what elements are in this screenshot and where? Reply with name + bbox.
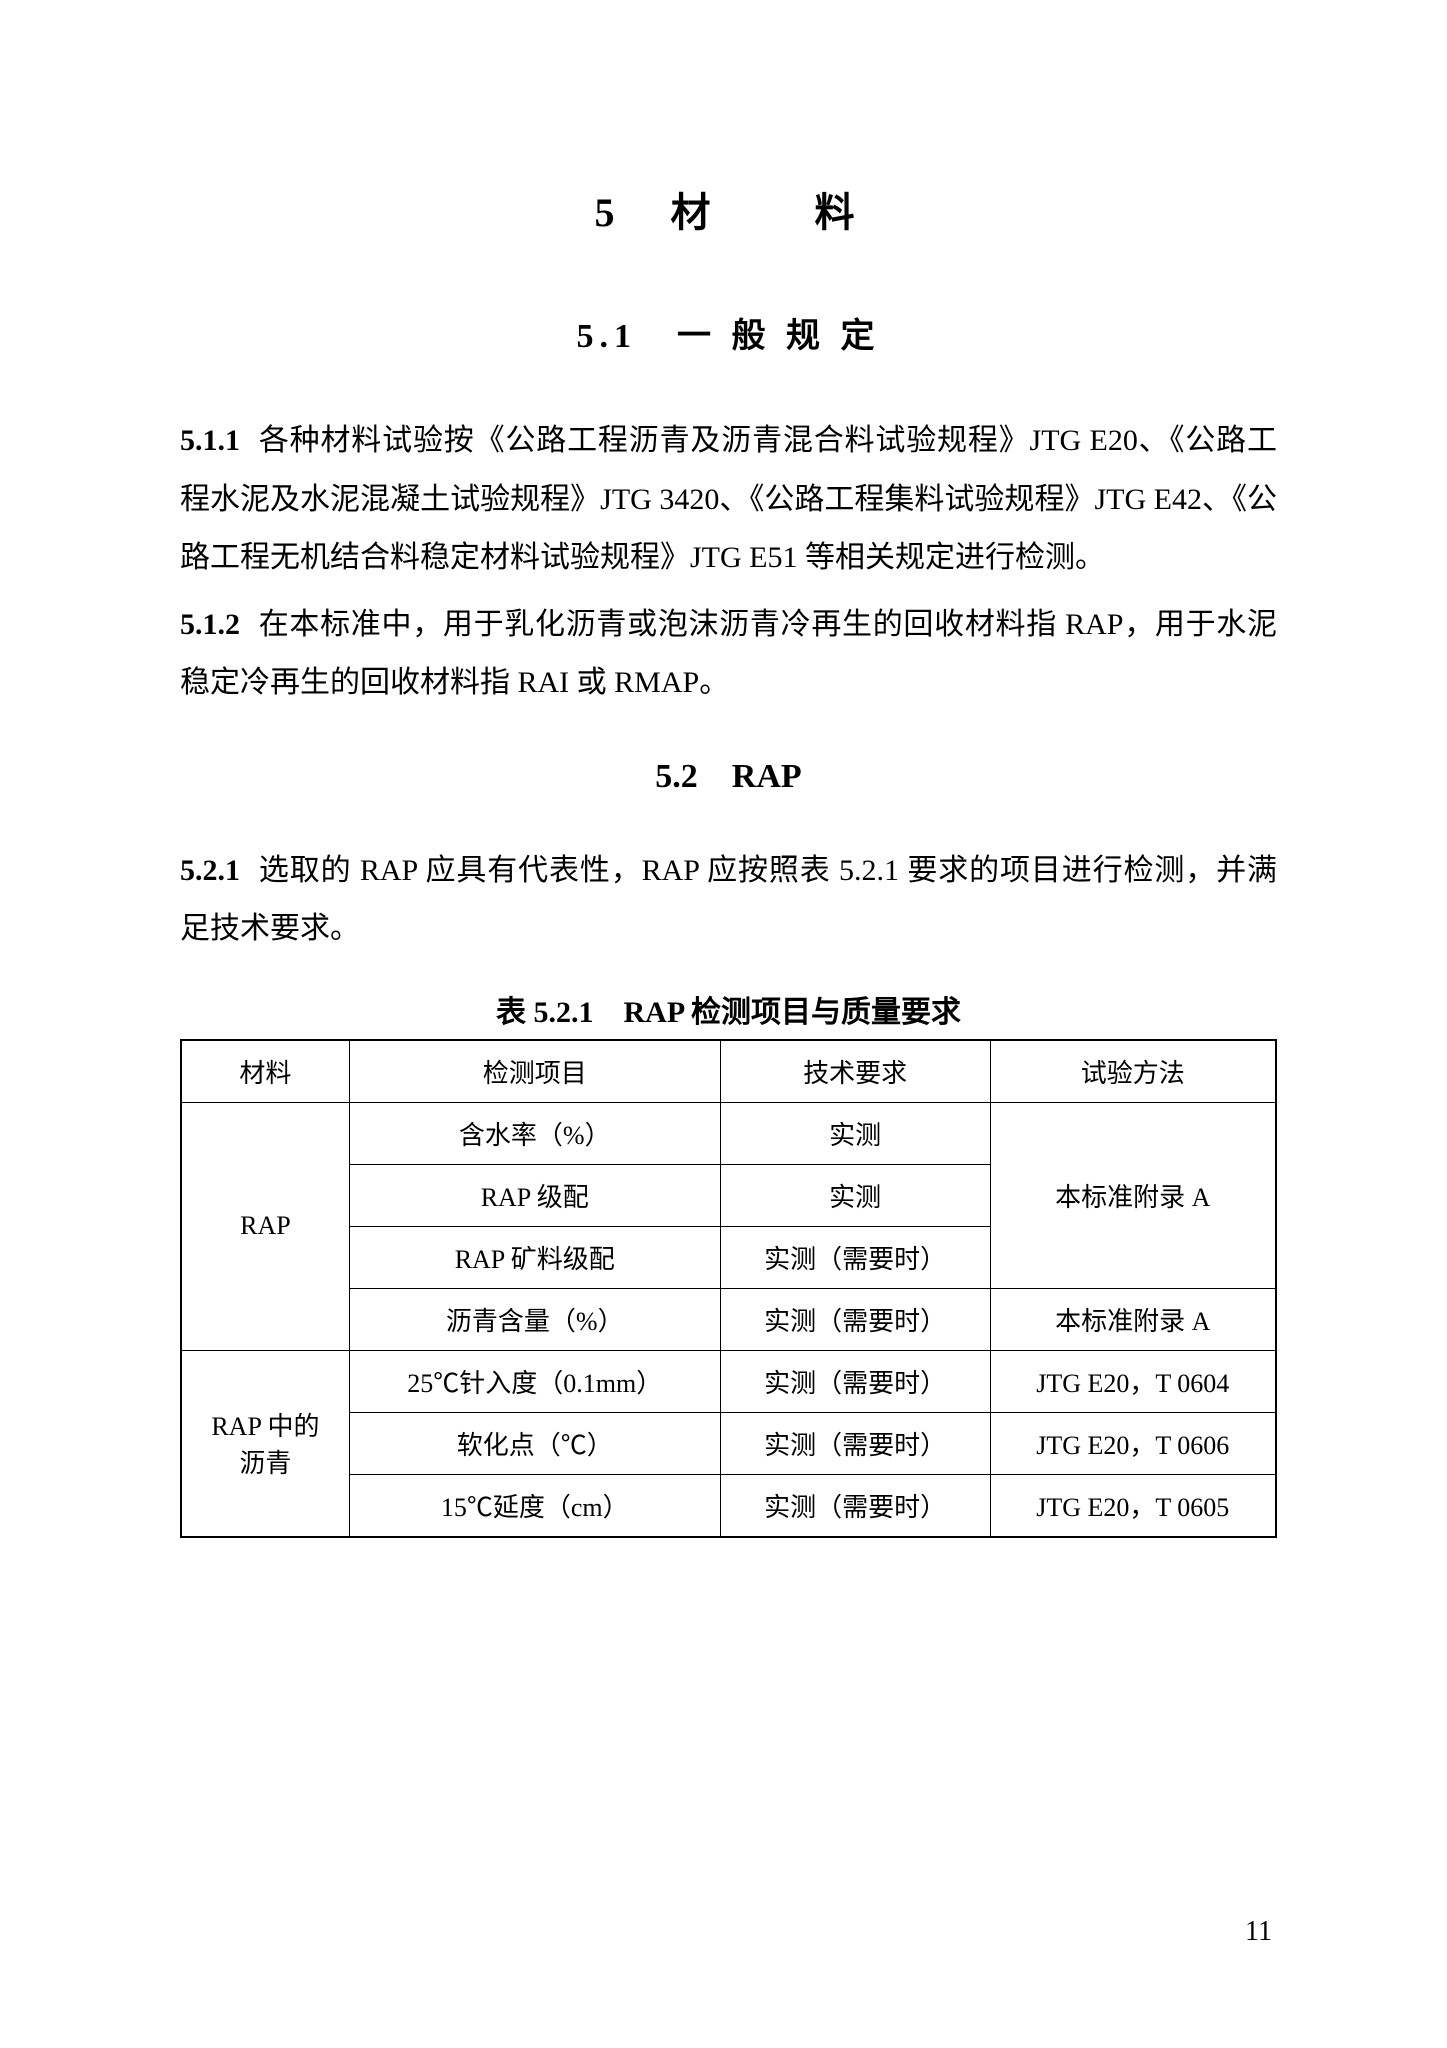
cell-method: JTG E20，T 0604 xyxy=(990,1350,1276,1412)
cell-req: 实测 xyxy=(720,1102,990,1164)
cell-material-rap: RAP xyxy=(181,1102,349,1350)
paragraph-5-1-2: 5.1.2在本标准中，用于乳化沥青或泡沫沥青冷再生的回收材料指 RAP，用于水泥… xyxy=(180,596,1277,713)
para-text: 各种材料试验按《公路工程沥青及沥青混合料试验规程》JTG E20、《公路工程水泥… xyxy=(180,424,1277,574)
table-row: RAP 含水率（%） 实测 本标准附录 A xyxy=(181,1102,1276,1164)
section-title-text: RAP xyxy=(732,758,802,795)
chapter-title: 5 材 料 xyxy=(180,180,1277,238)
cell-req: 实测（需要时） xyxy=(720,1288,990,1350)
cell-item: 沥青含量（%） xyxy=(349,1288,720,1350)
cell-req: 实测（需要时） xyxy=(720,1226,990,1288)
para-number: 5.1.1 xyxy=(180,424,240,457)
page-content: 5 材 料 5.1 一 般 规 定 5.1.1各种材料试验按《公路工程沥青及沥青… xyxy=(0,0,1447,1638)
cell-material-rap-asphalt: RAP 中的 沥青 xyxy=(181,1350,349,1537)
section-5-1-title: 5.1 一 般 规 定 xyxy=(180,308,1277,357)
section-5-2-title: 5.2 RAP xyxy=(180,748,1277,797)
cell-method: JTG E20，T 0606 xyxy=(990,1412,1276,1474)
cell-method: 本标准附录 A xyxy=(990,1288,1276,1350)
cell-item: 15℃延度（cm） xyxy=(349,1474,720,1537)
table-row: RAP 中的 沥青 25℃针入度（0.1mm） 实测（需要时） JTG E20，… xyxy=(181,1350,1276,1412)
chapter-title-text: 材 料 xyxy=(671,190,863,235)
table-header-row: 材料 检测项目 技术要求 试验方法 xyxy=(181,1040,1276,1103)
header-material: 材料 xyxy=(181,1040,349,1103)
cell-item: 25℃针入度（0.1mm） xyxy=(349,1350,720,1412)
section-number: 5.2 xyxy=(655,758,698,795)
cell-method: JTG E20，T 0605 xyxy=(990,1474,1276,1537)
rap-table: 材料 检测项目 技术要求 试验方法 RAP 含水率（%） 实测 本标准附录 A … xyxy=(180,1039,1277,1538)
paragraph-5-2-1: 5.2.1选取的 RAP 应具有代表性，RAP 应按照表 5.2.1 要求的项目… xyxy=(180,842,1277,959)
chapter-number: 5 xyxy=(595,190,623,235)
cell-item: 软化点（℃） xyxy=(349,1412,720,1474)
section-number: 5.1 xyxy=(577,318,638,355)
header-item: 检测项目 xyxy=(349,1040,720,1103)
para-text: 在本标准中，用于乳化沥青或泡沫沥青冷再生的回收材料指 RAP，用于水泥稳定冷再生… xyxy=(180,608,1277,700)
cell-method: 本标准附录 A xyxy=(990,1102,1276,1288)
page-number: 11 xyxy=(1245,1916,1272,1948)
header-method: 试验方法 xyxy=(990,1040,1276,1103)
table-caption: 表 5.2.1 RAP 检测项目与质量要求 xyxy=(180,987,1277,1031)
cell-req: 实测（需要时） xyxy=(720,1474,990,1537)
para-text: 选取的 RAP 应具有代表性，RAP 应按照表 5.2.1 要求的项目进行检测，… xyxy=(180,854,1277,946)
cell-item: 含水率（%） xyxy=(349,1102,720,1164)
cell-req: 实测 xyxy=(720,1164,990,1226)
cell-req: 实测（需要时） xyxy=(720,1350,990,1412)
paragraph-5-1-1: 5.1.1各种材料试验按《公路工程沥青及沥青混合料试验规程》JTG E20、《公… xyxy=(180,412,1277,588)
cell-item: RAP 矿料级配 xyxy=(349,1226,720,1288)
section-title-text: 一 般 规 定 xyxy=(677,318,881,355)
header-requirement: 技术要求 xyxy=(720,1040,990,1103)
cell-req: 实测（需要时） xyxy=(720,1412,990,1474)
para-number: 5.2.1 xyxy=(180,854,240,887)
para-number: 5.1.2 xyxy=(180,608,240,641)
cell-item: RAP 级配 xyxy=(349,1164,720,1226)
